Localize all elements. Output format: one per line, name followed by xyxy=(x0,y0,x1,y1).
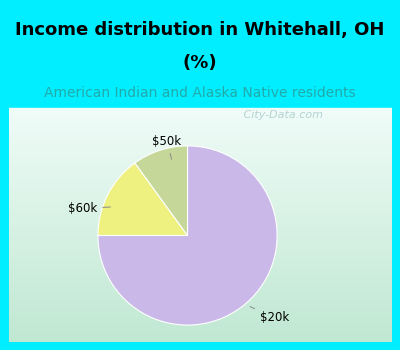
Wedge shape xyxy=(98,163,188,236)
Text: (%): (%) xyxy=(183,54,217,72)
Text: $20k: $20k xyxy=(250,307,289,324)
Text: American Indian and Alaska Native residents: American Indian and Alaska Native reside… xyxy=(44,86,356,100)
Wedge shape xyxy=(98,146,277,325)
Text: $60k: $60k xyxy=(68,202,110,215)
Text: $50k: $50k xyxy=(152,135,182,159)
Wedge shape xyxy=(135,146,188,236)
Text: City-Data.com: City-Data.com xyxy=(240,110,323,120)
Text: Income distribution in Whitehall, OH: Income distribution in Whitehall, OH xyxy=(15,21,385,39)
